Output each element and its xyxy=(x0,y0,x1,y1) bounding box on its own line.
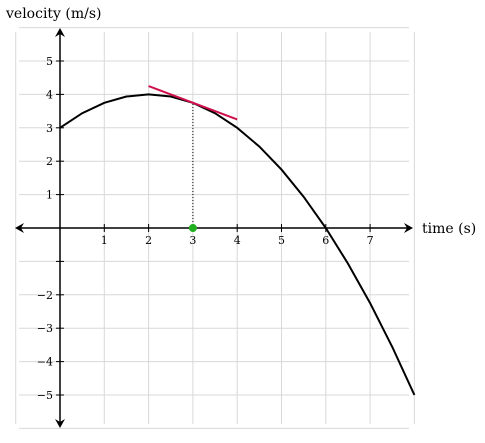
tangent-line xyxy=(148,85,238,121)
y-tick-label: 3 xyxy=(46,122,53,135)
x-axis-arrow-left xyxy=(15,223,24,233)
x-tick-label: 2 xyxy=(145,234,152,247)
y-tick-label: −3 xyxy=(37,322,53,335)
y-tick-label: 4 xyxy=(46,88,53,101)
y-axis-arrow-down xyxy=(55,419,65,428)
y-axis-title: velocity (m/s) xyxy=(5,6,102,22)
y-tick-label: 1 xyxy=(46,189,53,202)
y-tick-label: 5 xyxy=(46,55,53,68)
x-tick-label: 5 xyxy=(278,234,285,247)
x-axis-title: time (s) xyxy=(422,221,476,237)
velocity-curve xyxy=(59,93,416,396)
x-tick-label: 1 xyxy=(101,234,108,247)
y-tick-label: 2 xyxy=(46,155,53,168)
x-axis-arrow-right xyxy=(404,223,413,233)
x-tick-label: 7 xyxy=(367,234,374,247)
y-tick-label: −2 xyxy=(37,289,53,302)
x-tick-label: 3 xyxy=(189,234,196,247)
y-tick-label: −4 xyxy=(37,356,53,369)
highlight-point xyxy=(188,224,197,232)
ticks: 1 2 3 4 5 6 7 −5 −4 −3 −2 1 2 3 4 5 xyxy=(37,55,374,402)
y-axis-arrow-up xyxy=(55,28,65,37)
axes xyxy=(15,28,413,428)
grid xyxy=(15,27,415,429)
x-tick-label: 4 xyxy=(234,234,241,247)
x-tick-label: 6 xyxy=(322,234,329,247)
y-tick-label: −5 xyxy=(37,389,53,402)
